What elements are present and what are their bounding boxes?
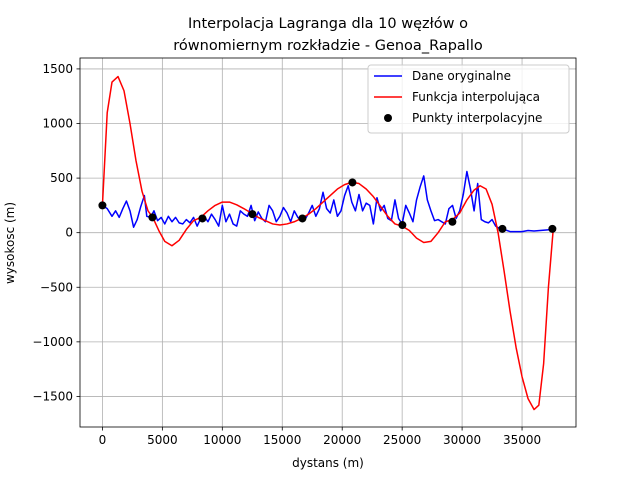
x-tick-label: 15000 [263,433,301,447]
interpolation-point [398,221,407,230]
x-tick-label: 0 [99,433,107,447]
legend: Dane oryginalne Funkcja interpolująca Punk… [367,64,570,134]
plot-frame [79,57,577,428]
chart-title-line-1: Interpolacja Lagranga dla 10 węzłów o [188,16,468,32]
y-tick-label: −500 [40,280,73,294]
y-axis-label: wysokosc (m) [3,202,17,284]
x-axis-label: dystans (m) [292,456,364,470]
legend-label-1: Funkcja interpolująca [412,90,540,104]
x-tick-label: 35000 [503,433,541,447]
interpolation-point [548,224,557,233]
legend-swatch-2 [384,114,392,122]
series-line-1 [101,75,554,411]
chart-title-line-2: równomiernym rozkładzie - Genoa_Rapallo [173,38,483,54]
interpolation-point [348,178,357,187]
interpolation-point [448,217,457,226]
interpolation-point [98,201,107,210]
x-tick-label: 30000 [443,433,481,447]
series-layer [98,75,557,411]
x-tick-label: 20000 [323,433,361,447]
interpolation-point [498,224,507,233]
interpolation-point [298,214,307,223]
y-tick-label: 1000 [42,117,73,131]
legend-frame [367,64,570,134]
y-tick-label: 500 [50,171,73,185]
interpolation-point [248,210,257,219]
axes [76,57,577,431]
y-tick-label: 0 [65,226,73,240]
legend-label-0: Dane oryginalne [412,69,511,83]
interpolation-point [198,214,207,223]
interpolation-point [148,213,157,222]
legend-label-2: Punkty interpolacyjne [412,111,542,125]
y-tick-label: 1500 [42,62,73,76]
x-tick-label: 10000 [203,433,241,447]
x-tick-label: 5000 [147,433,178,447]
tick-labels: 0 5000 10000 15000 20000 25000 30000 35000−1500… [32,62,541,447]
y-tick-label: −1500 [32,389,73,403]
y-tick-label: −1000 [32,335,73,349]
x-tick-label: 25000 [383,433,421,447]
series-line-0 [101,170,554,233]
